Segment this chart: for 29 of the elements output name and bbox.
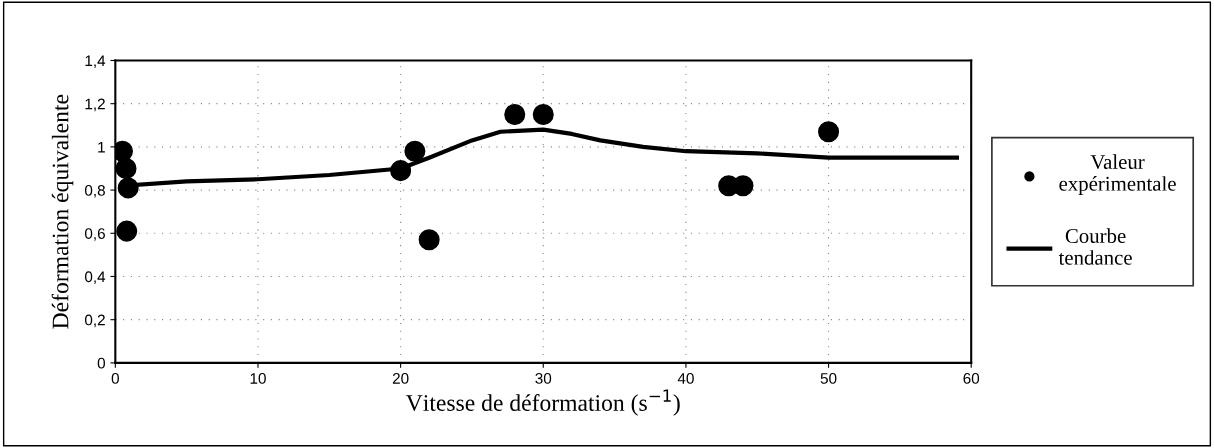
y-tick-label: 1 xyxy=(98,141,105,153)
x-tick-label: 10 xyxy=(250,373,266,384)
x-axis-title: Vitesse de déformation (s$^{−1}$) xyxy=(406,389,680,416)
point xyxy=(115,157,137,179)
point xyxy=(818,121,840,143)
x-tick-label: 0 xyxy=(111,373,119,384)
y-tick-label: 0,6 xyxy=(84,228,105,241)
point xyxy=(390,160,412,182)
y-tick-label: 0,8 xyxy=(84,184,105,198)
y-tick-label: 0,2 xyxy=(84,314,105,328)
y-tick-label: 1,2 xyxy=(85,98,105,112)
legend-label: Courbe tendance xyxy=(1058,228,1132,265)
y-axis-title: Déformation équivalente xyxy=(51,94,74,329)
point xyxy=(117,177,139,199)
x-tick-label: 20 xyxy=(392,373,409,384)
x-tick-label: 50 xyxy=(820,373,837,384)
point xyxy=(418,229,440,251)
point xyxy=(504,103,526,125)
y-tick-label: 1,4 xyxy=(85,55,106,68)
point xyxy=(404,140,426,162)
y-tick-label: 0,4 xyxy=(84,271,106,284)
point xyxy=(732,175,754,197)
x-tick-label: 60 xyxy=(963,373,980,384)
x-tick-label: 30 xyxy=(535,373,552,384)
point xyxy=(532,103,554,125)
text: Valeur expérimentale xyxy=(1059,154,1176,196)
y-tick-label: 0 xyxy=(97,357,106,369)
point xyxy=(116,220,138,242)
x-tick-label: 40 xyxy=(677,373,694,384)
